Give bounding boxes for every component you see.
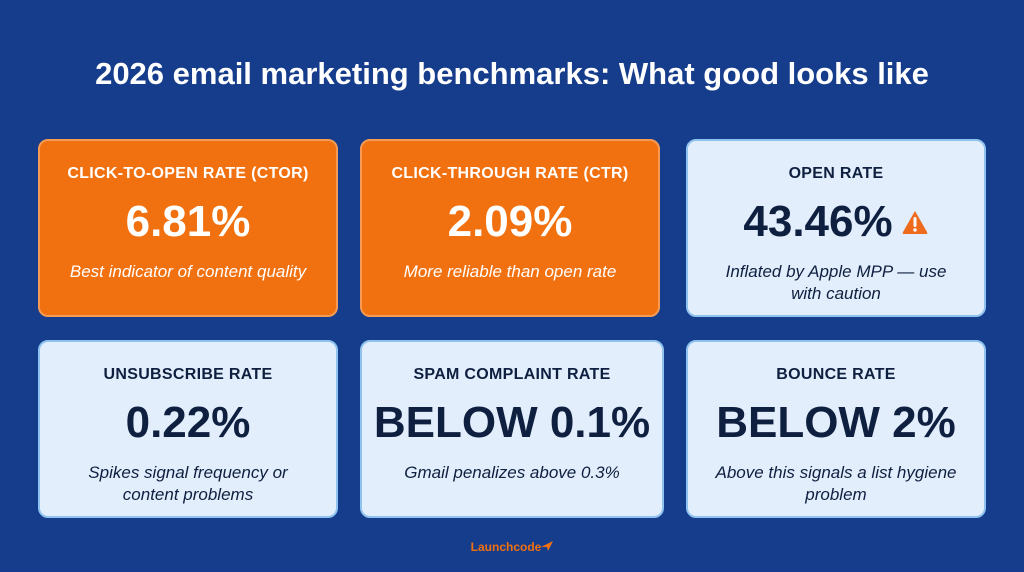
title: 2026 email marketing benchmarks: What go… <box>95 56 929 91</box>
card: CLICK-TO-OPEN RATE (CTOR) 6.81% Best ind… <box>38 139 338 317</box>
brand-icon <box>541 541 554 551</box>
card-label: CLICK-TO-OPEN RATE (CTOR) <box>67 165 309 182</box>
card-note: Above this signals a list hygiene proble… <box>715 463 957 504</box>
card: UNSUBSCRIBE RATE 0.22% Spikes signal fre… <box>38 340 338 518</box>
card-note: Spikes signal frequency or content probl… <box>88 463 288 504</box>
value-text: 2.09% <box>447 197 573 246</box>
card-value: 6.81% <box>126 195 251 249</box>
value-text: 6.81% <box>125 197 251 246</box>
card-value: 43.46% <box>743 195 928 249</box>
card-label: CLICK-THROUGH RATE (CTR) <box>391 165 629 182</box>
card: OPEN RATE 43.46% Inflated by Apple MPP —… <box>686 139 986 317</box>
card: CLICK-THROUGH RATE (CTR) 2.09% More reli… <box>360 139 660 317</box>
value-text: 0.22% <box>125 398 251 447</box>
card-label: SPAM COMPLAINT RATE <box>413 366 611 383</box>
warning-icon <box>902 211 927 234</box>
value-text: BELOW 0.1% <box>373 398 651 447</box>
card-value: BELOW 2% <box>716 396 956 450</box>
card-label: BOUNCE RATE <box>776 366 896 383</box>
card-label: UNSUBSCRIBE RATE <box>103 366 273 383</box>
card-note: Inflated by Apple MPP — use with caution <box>725 262 947 303</box>
card-value: 0.22% <box>126 396 251 450</box>
card-value: BELOW 0.1% <box>374 396 650 450</box>
brand-text: Launchcode <box>470 540 542 554</box>
card-label: OPEN RATE <box>788 165 884 182</box>
value-text: 43.46% <box>743 197 893 246</box>
card-note: More reliable than open rate <box>403 262 617 281</box>
card-note: Best indicator of content quality <box>69 262 307 281</box>
card-note: Gmail penalizes above 0.3% <box>404 463 620 482</box>
footer-brand: Launchcode <box>0 540 1024 554</box>
card: SPAM COMPLAINT RATE BELOW 0.1% Gmail pen… <box>360 340 664 518</box>
value-text: BELOW 2% <box>716 398 956 447</box>
card-value: 2.09% <box>448 195 573 249</box>
card: BOUNCE RATE BELOW 2% Above this signals … <box>686 340 986 518</box>
